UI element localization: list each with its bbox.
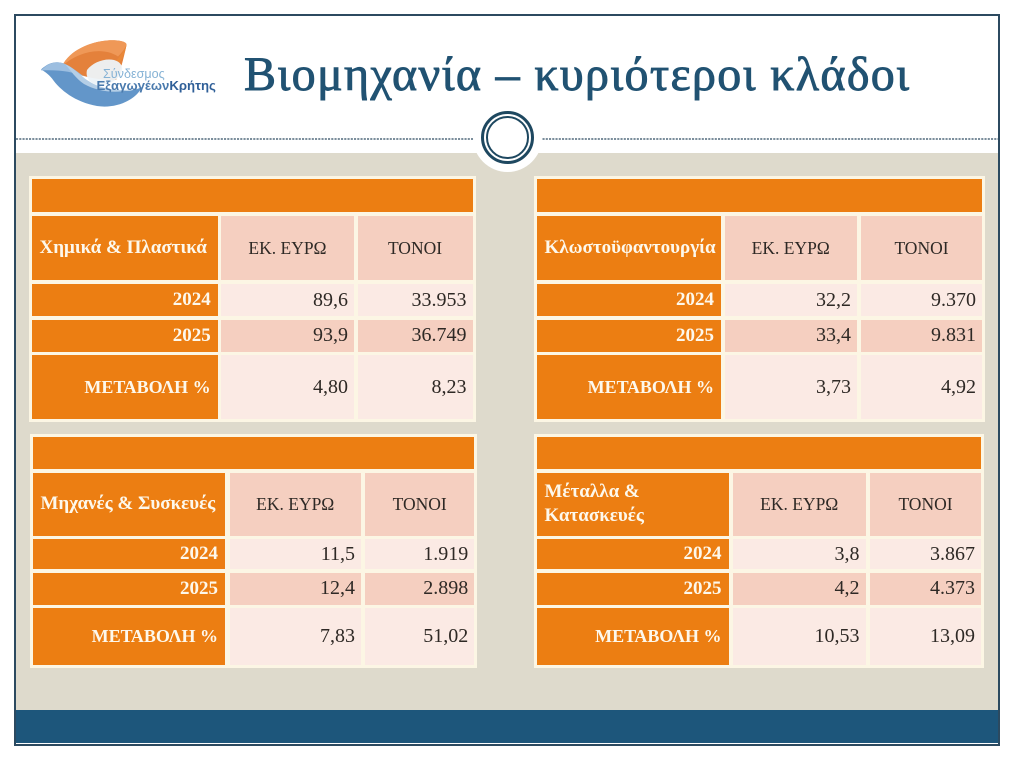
svg-text:ΕξαγωγέωνΚρήτης: ΕξαγωγέωνΚρήτης [97,78,217,93]
svg-text:Σύνδεσμος: Σύνδεσμος [103,67,165,81]
